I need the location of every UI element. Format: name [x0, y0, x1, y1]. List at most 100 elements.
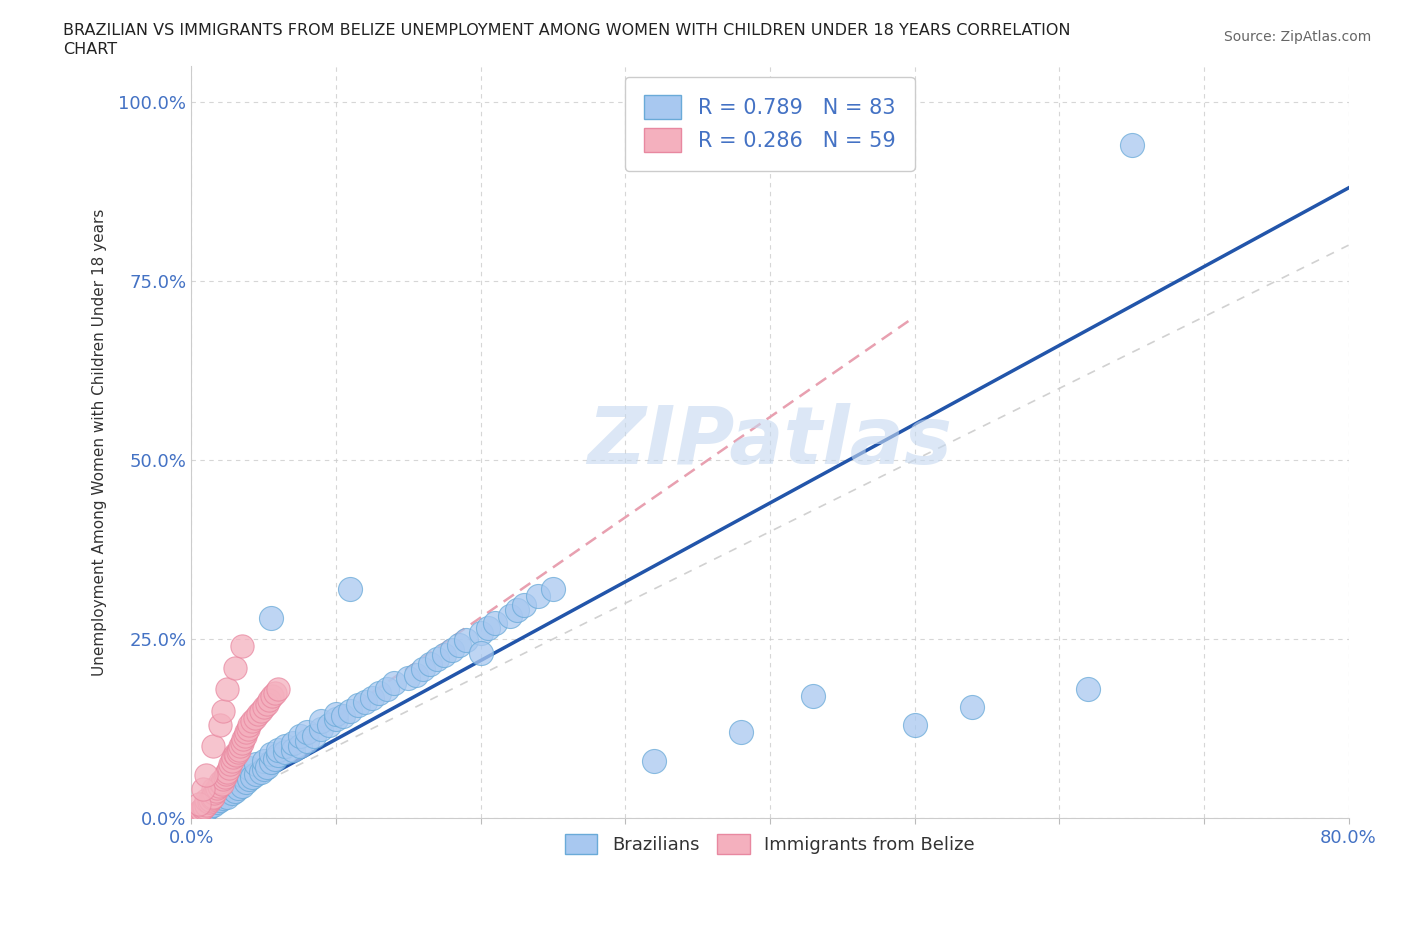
Point	[209, 792, 232, 807]
Point	[238, 761, 260, 776]
Point	[256, 696, 278, 711]
Point	[217, 790, 239, 804]
Point	[240, 769, 263, 784]
Point	[470, 646, 492, 661]
Point	[396, 671, 419, 686]
Point	[191, 804, 214, 818]
Text: CHART: CHART	[63, 42, 117, 57]
Point	[228, 743, 250, 758]
Point	[198, 792, 221, 807]
Point	[224, 771, 246, 786]
Point	[412, 662, 434, 677]
Point	[226, 745, 249, 760]
Point	[224, 746, 246, 761]
Point	[235, 775, 257, 790]
Point	[194, 802, 217, 817]
Point	[332, 709, 354, 724]
Point	[440, 643, 463, 658]
Point	[240, 714, 263, 729]
Point	[405, 668, 427, 683]
Point	[197, 795, 219, 810]
Point	[232, 732, 254, 747]
Point	[259, 693, 281, 708]
Point	[262, 689, 284, 704]
Point	[339, 703, 361, 718]
Point	[245, 766, 267, 781]
Point	[426, 652, 449, 667]
Point	[325, 711, 347, 726]
Point	[205, 783, 228, 798]
Point	[281, 736, 304, 751]
Point	[801, 689, 824, 704]
Point	[447, 637, 470, 652]
Point	[184, 807, 207, 822]
Text: Source: ZipAtlas.com: Source: ZipAtlas.com	[1223, 30, 1371, 44]
Point	[643, 753, 665, 768]
Point	[243, 711, 266, 725]
Point	[217, 778, 239, 793]
Point	[267, 682, 290, 697]
Point	[191, 801, 214, 816]
Point	[212, 703, 235, 718]
Point	[527, 589, 550, 604]
Point	[541, 581, 564, 596]
Point	[477, 621, 499, 636]
Point	[187, 805, 209, 820]
Point	[311, 714, 333, 729]
Point	[238, 771, 260, 786]
Point	[304, 728, 326, 743]
Point	[209, 786, 232, 801]
Point	[730, 724, 752, 739]
Point	[267, 748, 290, 763]
Point	[191, 782, 214, 797]
Point	[281, 743, 304, 758]
Point	[186, 806, 208, 821]
Point	[183, 808, 205, 823]
Point	[200, 790, 222, 805]
Point	[194, 792, 217, 807]
Point	[201, 739, 224, 754]
Point	[212, 771, 235, 786]
Point	[264, 685, 287, 700]
Point	[246, 707, 269, 722]
Point	[193, 799, 215, 814]
Point	[325, 707, 347, 722]
Point	[224, 660, 246, 675]
Point	[354, 695, 377, 710]
Legend: Brazilians, Immigrants from Belize: Brazilians, Immigrants from Belize	[558, 827, 983, 862]
Point	[231, 767, 253, 782]
Point	[264, 752, 287, 767]
Point	[382, 676, 405, 691]
Point	[245, 757, 267, 772]
Point	[513, 597, 536, 612]
Point	[214, 769, 236, 784]
Point	[215, 766, 238, 781]
Point	[253, 753, 276, 768]
Point	[260, 755, 283, 770]
Point	[375, 682, 398, 697]
Point	[498, 609, 520, 624]
Point	[484, 616, 506, 631]
Point	[288, 739, 311, 754]
Point	[226, 780, 249, 795]
Point	[311, 721, 333, 736]
Point	[433, 647, 456, 662]
Point	[212, 790, 235, 805]
Point	[231, 639, 253, 654]
Point	[201, 790, 224, 804]
Text: BRAZILIAN VS IMMIGRANTS FROM BELIZE UNEMPLOYMENT AMONG WOMEN WITH CHILDREN UNDER: BRAZILIAN VS IMMIGRANTS FROM BELIZE UNEM…	[63, 23, 1071, 38]
Point	[197, 800, 219, 815]
Point	[260, 610, 283, 625]
Point	[217, 682, 239, 697]
Point	[194, 796, 217, 811]
Point	[274, 739, 297, 754]
Point	[187, 796, 209, 811]
Text: ZIPatlas: ZIPatlas	[588, 403, 952, 481]
Point	[204, 786, 226, 801]
Point	[233, 728, 256, 743]
Point	[238, 718, 260, 733]
Point	[224, 783, 246, 798]
Point	[209, 775, 232, 790]
Point	[209, 718, 232, 733]
Point	[249, 764, 271, 779]
